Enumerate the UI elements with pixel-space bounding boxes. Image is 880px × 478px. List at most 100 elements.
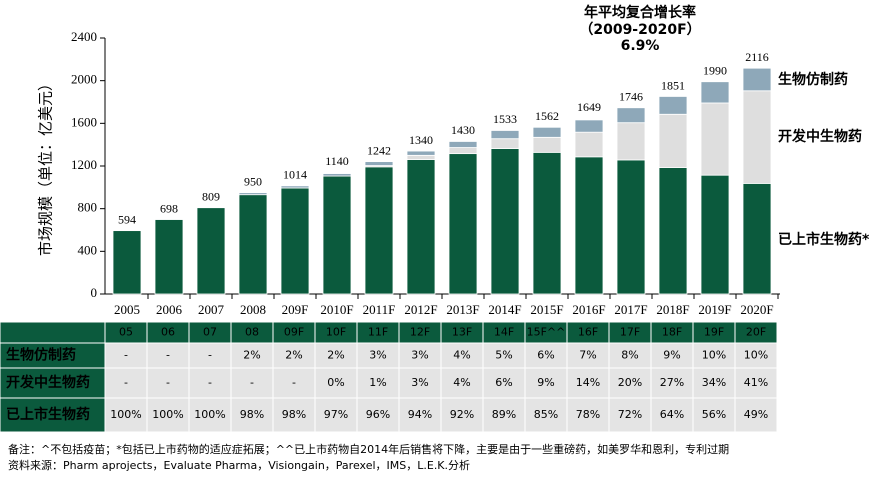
y-tick-label: 400 [78,242,98,257]
total-label: 1533 [493,112,517,126]
table-cell [734,367,778,399]
table-cell [650,367,694,399]
bar-segment [700,102,730,176]
table-cell [188,397,232,433]
bar-segment [490,130,520,140]
bar-segment [364,161,394,166]
table-value: 100% [194,408,225,421]
bar-segment [742,182,772,295]
bar-segment [322,175,352,295]
table-cell [440,397,484,433]
table-value: 6% [495,376,512,389]
table-header: 14F [494,326,514,339]
row-label: 已上市生物药 [6,406,90,423]
annotation: 6.9% [621,38,660,54]
table-header: 18F [662,326,682,339]
table-cell [524,342,568,369]
table-value: 27% [660,376,684,389]
bar-segment [574,119,604,133]
bar-segment [532,151,562,295]
bar-segment [154,219,184,295]
table-cell [230,397,274,433]
total-label: 1990 [703,63,727,77]
x-tick-label: 2010F [320,302,353,317]
table-value: 89% [492,408,516,421]
table-value: 2% [243,349,260,362]
table-value: - [250,376,254,389]
note: 备注：^不包括疫苗；*包括已上市药物的适应症拓展；^^已上市药物自2014年后销… [8,442,729,456]
total-label: 1649 [577,100,601,114]
row-label: 开发中生物药 [6,374,90,391]
table-cell [482,397,526,433]
table-header: 13F [452,326,472,339]
bar-segment [532,136,562,153]
total-label: 1562 [535,109,559,123]
series-label: 已上市生物药* [778,231,870,248]
bar-segment [322,173,352,177]
table-value: 85% [534,408,558,421]
table-header: 05 [119,326,133,339]
table-value: 9% [537,376,554,389]
bar-segment [616,122,646,161]
bar-segment [196,207,226,295]
x-tick-label: 2020F [740,302,773,317]
bar-segment [280,187,310,295]
x-tick-label: 209F [282,302,309,317]
table-cell [104,367,148,399]
total-label: 2116 [745,50,769,64]
table-value: 64% [660,408,684,421]
table-cell [398,342,442,369]
bar-segment [406,159,436,295]
table-value: 96% [366,408,390,421]
table-header: 11F [368,326,388,339]
table-value: 4% [453,376,470,389]
y-tick-label: 800 [78,200,98,215]
table-header: 09F [284,326,304,339]
y-axis-label: 市场规模（单位：亿美元） [37,76,55,256]
table-cell [692,397,736,433]
total-label: 698 [160,201,178,215]
x-tick-label: 2016F [572,302,605,317]
table-value: - [208,349,212,362]
table-value: 97% [324,408,348,421]
table-cell [650,397,694,433]
table-value: 56% [702,408,726,421]
table-cell [272,342,316,369]
table-value: 0% [327,376,344,389]
series-label: 开发中生物药 [778,128,862,145]
bar-segment [700,81,730,104]
y-tick-label: 2400 [71,29,97,44]
bar-segment [658,96,688,115]
bar-segment [574,156,604,295]
table-header: 17F [620,326,640,339]
row-label: 生物仿制药 [6,347,76,364]
x-tick-label: 2008 [240,302,266,317]
table-header: 19F [704,326,724,339]
table-cell [146,342,190,369]
table-value: 98% [282,408,306,421]
table-value: 1% [369,376,386,389]
table-value: 2% [327,349,344,362]
table-cell [440,342,484,369]
x-tick-label: 2015F [530,302,563,317]
total-label: 1140 [325,154,349,168]
total-label: 950 [244,174,262,188]
bar-segment [490,148,520,295]
table-value: 6% [537,349,554,362]
annotation: 年平均复合增长率 [584,4,696,21]
table-cell [608,367,652,399]
bar-segment [448,153,478,295]
bar-segment [448,141,478,148]
note: 资料来源：Pharm aprojects，Evaluate Pharma，Vis… [8,458,470,472]
table-header: 20F [746,326,766,339]
bar-segment [700,174,730,295]
table-value: - [124,349,128,362]
table-cell [188,367,232,399]
y-tick-label: 2000 [71,72,97,87]
bar-segment [742,67,772,92]
table-cell [566,342,610,369]
bar-segment [532,126,562,138]
table-cell [566,397,610,433]
total-label: 1851 [661,78,685,92]
table-header: 12F [410,326,430,339]
